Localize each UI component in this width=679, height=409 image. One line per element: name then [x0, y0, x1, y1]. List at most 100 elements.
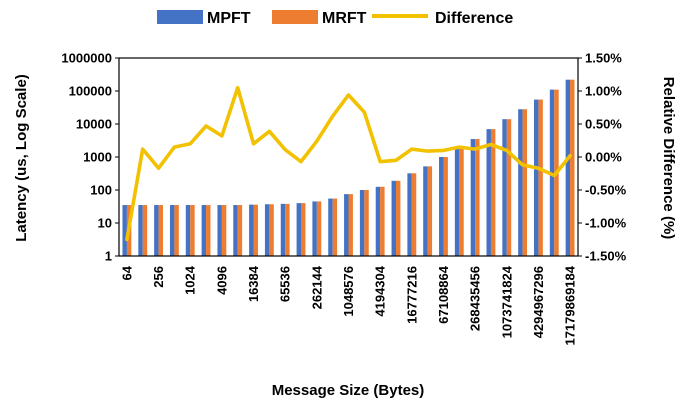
x-tick-label: 1048576 — [341, 266, 356, 317]
bar-mrft — [253, 204, 258, 256]
bar-mpft — [344, 194, 349, 256]
x-tick-label: 65536 — [278, 266, 293, 302]
bar-mrft — [380, 186, 385, 256]
bar-mrft — [411, 173, 417, 256]
difference-line-layer — [125, 85, 572, 242]
x-tick-label: 262144 — [309, 265, 324, 309]
bar-mpft — [518, 109, 523, 257]
bar-mrft — [285, 203, 290, 256]
y-right-tick-label: 1.00% — [585, 84, 622, 99]
bar-mrft — [237, 205, 243, 256]
legend: MPFT MRFT Difference — [157, 10, 513, 27]
bar-mrft — [221, 205, 227, 256]
bar-mrft — [443, 157, 448, 256]
legend-item-mpft: MPFT — [157, 10, 251, 27]
bar-mrft — [506, 119, 512, 257]
bar-mpft — [533, 99, 539, 257]
legend-item-mrft: MRFT — [272, 10, 367, 27]
axes: 1 10 100 1000 10000 100000 1000000 -1.50% -1.00%… — [61, 51, 626, 346]
y-axis-left-title: Latency (us, Log Scale) — [13, 74, 30, 242]
bar-mrft — [206, 205, 211, 256]
bar-mrft — [190, 205, 195, 256]
x-axis-title: Message Size (Bytes) — [272, 382, 425, 399]
difference-line — [125, 85, 572, 242]
y-right-tick-label: -1.00% — [585, 216, 627, 231]
y-left-tick-label: 100000 — [69, 84, 112, 99]
bar-mrft — [269, 204, 274, 256]
y-left-tick-label: 100 — [90, 183, 112, 198]
bar-mpft — [264, 204, 270, 256]
x-tick-label: 16384 — [246, 265, 261, 302]
x-tick-label: 17179869184 — [563, 265, 578, 345]
bar-mrft — [174, 205, 179, 256]
bar-mrft — [301, 203, 306, 256]
x-tick-label: 64 — [119, 265, 134, 280]
bar-mpft — [296, 203, 302, 256]
y-right-tick-label: 1.50% — [585, 51, 622, 66]
bar-mpft — [328, 198, 333, 256]
bar-mrft — [522, 109, 528, 257]
bar-mpft — [169, 205, 175, 256]
x-tick-label: 268435456 — [468, 266, 483, 331]
bar-mrft — [475, 139, 480, 256]
bar-mpft — [154, 205, 159, 256]
bar-mpft — [502, 119, 507, 257]
y-right-tick-label: -0.50% — [585, 183, 627, 198]
bar-mrft — [332, 198, 338, 256]
y-left-tick-label: 10 — [98, 216, 112, 231]
y-left-tick-label: 1000000 — [61, 51, 112, 66]
x-tick-label: 1073741824 — [499, 265, 514, 338]
bar-mpft — [359, 190, 365, 256]
x-tick-label: 4194304 — [373, 265, 388, 316]
bar-mpft — [138, 205, 143, 256]
y-right-tick-label: -1.50% — [585, 249, 627, 264]
bar-mrft — [395, 180, 401, 256]
x-tick-label: 67108864 — [436, 265, 451, 324]
bars — [122, 79, 575, 257]
legend-swatch-mrft — [272, 10, 318, 24]
bar-mpft — [280, 203, 286, 256]
x-tick-label: 4096 — [214, 266, 229, 295]
bar-mpft — [201, 205, 207, 256]
x-tick-label: 1024 — [183, 265, 198, 295]
bar-mrft — [570, 79, 575, 257]
bar-mrft — [158, 205, 164, 256]
bar-mpft — [233, 205, 238, 256]
bar-mrft — [316, 201, 322, 256]
bar-mpft — [439, 157, 444, 256]
bar-mrft — [459, 148, 464, 256]
bar-mpft — [249, 204, 254, 256]
y-axis-right-title: Relative Difference (%) — [660, 77, 677, 240]
y-left-tick-label: 1000 — [83, 150, 112, 165]
y-right-tick-label: 0.00% — [585, 150, 622, 165]
bar-mpft — [122, 205, 127, 256]
x-tick-label: 256 — [151, 266, 166, 288]
bar-mrft — [364, 190, 369, 256]
bar-mrft — [538, 99, 543, 257]
bar-mrft — [427, 166, 433, 256]
legend-label-mpft: MPFT — [207, 10, 251, 27]
legend-label-difference: Difference — [435, 10, 513, 27]
legend-item-difference: Difference — [372, 10, 513, 27]
bar-mpft — [375, 186, 381, 256]
bar-mrft — [142, 205, 148, 256]
bar-mpft — [423, 166, 428, 256]
x-tick-label: 4294967296 — [531, 266, 546, 338]
bar-mpft — [565, 79, 571, 257]
bar-mpft — [454, 148, 460, 256]
y-left-tick-label: 1 — [105, 249, 112, 264]
bar-mpft — [217, 205, 222, 256]
legend-swatch-mpft — [157, 10, 203, 24]
y-left-tick-label: 10000 — [76, 117, 112, 132]
bar-mrft — [348, 194, 353, 256]
x-tick-label: 16777216 — [404, 266, 419, 324]
y-right-tick-label: 0.50% — [585, 117, 622, 132]
legend-label-mrft: MRFT — [322, 10, 367, 27]
bar-mpft — [407, 173, 412, 256]
bar-mrft — [490, 129, 496, 256]
bar-mpft — [470, 139, 476, 256]
bar-mpft — [185, 205, 191, 256]
bar-mpft — [312, 201, 317, 256]
bar-mpft — [486, 129, 491, 256]
